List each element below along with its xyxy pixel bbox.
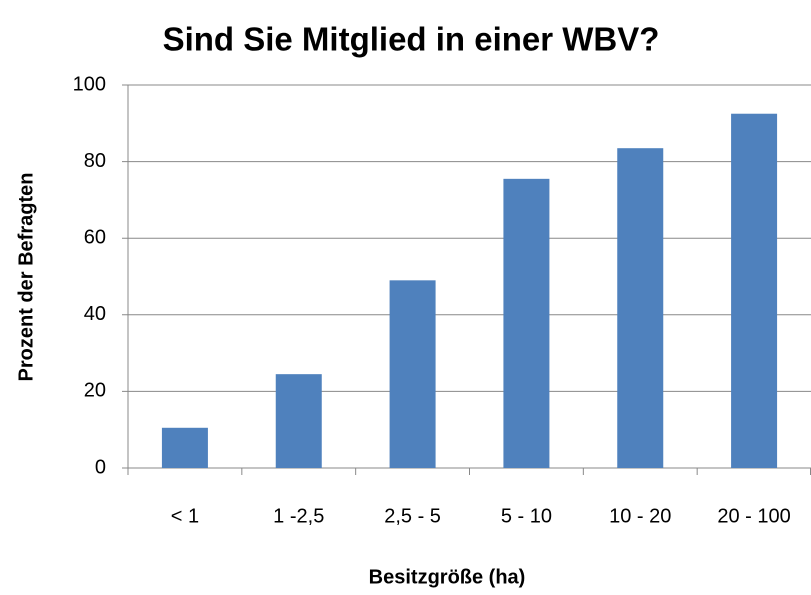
x-tick-label: 10 - 20 <box>609 505 671 527</box>
chart-title: Sind Sie Mitglied in einer WBV? <box>163 21 660 58</box>
bar <box>731 113 778 468</box>
y-tick-label: 100 <box>73 73 106 95</box>
x-tick-label: 1 -2,5 <box>273 505 324 527</box>
y-tick-label: 20 <box>84 380 106 402</box>
x-tick-label: 5 - 10 <box>501 505 552 527</box>
y-tick-label: 80 <box>84 150 106 172</box>
y-axis-title: Prozent der Befragten <box>15 173 37 382</box>
x-tick-label: < 1 <box>171 505 199 527</box>
y-tick-label: 40 <box>84 303 106 325</box>
bar <box>503 178 550 468</box>
x-axis-title: Besitzgröße (ha) <box>369 566 526 588</box>
y-tick-label: 0 <box>95 456 106 478</box>
x-tick-label: 20 - 100 <box>717 505 790 527</box>
bar <box>617 148 664 468</box>
bar <box>161 427 208 468</box>
x-tick-label: 2,5 - 5 <box>384 505 441 527</box>
bar <box>389 280 436 468</box>
bar <box>275 374 322 468</box>
y-tick-label: 60 <box>84 226 106 248</box>
